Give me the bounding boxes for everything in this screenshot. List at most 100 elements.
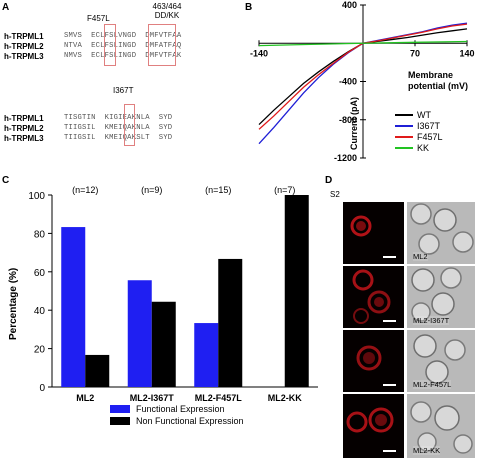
y-tick-label: 60 [34, 268, 46, 279]
scale-bar [383, 320, 396, 322]
alignment-block-2: h-TRPML1 TISGTIN KIGIEAKNLA SYD h-TRPML2… [4, 114, 172, 144]
iv-lines [258, 22, 468, 145]
fluorescence-image [343, 330, 404, 392]
scale-bar [383, 384, 396, 386]
iv-ticks: -140 70 140 400 -400 -800 -1200 [250, 0, 475, 163]
alignment-row: h-TRPML2 NTVA ECLFSLINGD DMFATFAQ [4, 42, 181, 52]
brightfield-image: ML2-I367T [407, 266, 475, 328]
mutation-label-i367t: I367T [113, 86, 134, 95]
brightfield-image: ML2 [407, 202, 475, 264]
alignment-row: h-TRPML2 TIIGSIL KMEIQAKNLA SYD [4, 124, 172, 134]
legend-swatch [110, 405, 130, 413]
category-label: ML2-F457L [195, 393, 243, 403]
x-axis-label-line1: Membrane [408, 70, 453, 80]
alignment-row: h-TRPML3 NMVS ECLFSLINGD DMFVTFAK [4, 52, 181, 62]
x-tick-label: 140 [459, 48, 474, 58]
brightfield-image: ML2-KK [407, 394, 475, 458]
y-tick-label: 400 [342, 0, 357, 10]
bar-non-functional [284, 195, 309, 387]
fluorescence-image [343, 202, 404, 264]
legend-label: Non Functional Expression [136, 416, 244, 426]
condition-label: ML2 [413, 252, 428, 261]
legend-label: F457L [417, 132, 443, 142]
protein-name: h-TRPML2 [4, 42, 44, 51]
x-axis-label-line2: potential (mV) [408, 81, 468, 91]
sequence: NTVA ECLFSLINGD DMFATFAQ [64, 42, 182, 50]
bar-non-functional [151, 301, 176, 387]
category-label: ML2-KK [268, 393, 302, 403]
panel-label-d: D [325, 175, 333, 186]
cell-fluorescence [356, 345, 382, 371]
condition-label: ML2-KK [413, 446, 441, 455]
sequence: SMVS ECLFSLVNGD DMFVTFAA [64, 32, 182, 40]
y-tick-label: 40 [34, 306, 46, 317]
mutation-label-dd-kk-line1: 463/464 [152, 2, 182, 11]
cell-fluorescence [346, 407, 394, 433]
bar-functional [127, 280, 152, 387]
alignment-row: h-TRPML1 SMVS ECLFSLVNGD DMFVTFAA [4, 32, 181, 42]
highlight-box-i367t [124, 104, 135, 146]
legend-label: KK [417, 143, 429, 153]
protein-name: h-TRPML1 [4, 114, 44, 123]
panel-label-c: C [2, 175, 10, 186]
sample-size-label: (n=9) [141, 185, 162, 195]
alignment-row: h-TRPML3 TIIGSIL KMEIQAKSLT SYD [4, 134, 172, 144]
y-tick-label: -1200 [334, 153, 357, 163]
fluorescence-image [343, 266, 404, 328]
scale-bar [383, 450, 396, 452]
cell-brightfield [413, 334, 466, 384]
sequence: TISGTIN KIGIEAKNLA SYD [64, 114, 173, 122]
series-line-kk [258, 40, 468, 47]
panel-label-b: B [245, 2, 253, 13]
iv-curve-chart: -140 70 140 400 -400 -800 -1200 Membrane poten… [250, 0, 475, 163]
brightfield-image: ML2-F457L [407, 330, 475, 392]
cell-brightfield [411, 267, 462, 322]
fluorescence-image [343, 394, 404, 458]
y-tick-label: 20 [34, 345, 46, 356]
protein-name: h-TRPML3 [4, 52, 44, 61]
legend-swatch [110, 417, 130, 425]
bar-functional [61, 227, 86, 387]
sample-size-label: (n=7) [274, 185, 295, 195]
sample-size-label: (n=15) [205, 185, 231, 195]
condition-label: ML2-I367T [413, 316, 450, 325]
sequence: TIIGSIL KMEIQAKNLA SYD [64, 124, 173, 132]
bar-legend: Functional Expression Non Functional Expr… [110, 404, 244, 426]
bar-non-functional [218, 258, 243, 387]
panel-label-a: A [2, 2, 10, 13]
cell-fluorescence [352, 269, 391, 324]
microscopy-tag: S2 [330, 190, 340, 199]
sample-size-label: (n=12) [72, 185, 98, 195]
bar-series [61, 195, 309, 387]
legend-label: WT [417, 110, 431, 120]
category-label: ML2-I367T [130, 393, 175, 403]
expression-bar-chart: 0 20 40 60 80 100 ML2 (n=12) ML2-I367T (n=9) ML2-… [8, 185, 318, 426]
x-tick-label: 70 [410, 48, 420, 58]
bar-labels: ML2 (n=12) ML2-I367T (n=9) ML2-F457L (n=15) ML… [72, 185, 302, 403]
protein-name: h-TRPML1 [4, 32, 44, 41]
condition-label: ML2-F457L [413, 380, 452, 389]
protein-name: h-TRPML3 [4, 134, 44, 143]
mutation-label-dd-kk-line2: DD/KK [154, 11, 180, 20]
sequence: NMVS ECLFSLINGD DMFVTFAK [64, 52, 182, 60]
legend-label: I367T [417, 121, 441, 131]
cell-brightfield [410, 203, 474, 255]
sequence-alignment-panel: F457L 463/464 DD/KK I367T h-TRPML1 SMVS … [0, 0, 240, 170]
alignment-block-1: h-TRPML1 SMVS ECLFSLVNGD DMFVTFAA h-TRPM… [4, 32, 181, 62]
bar-functional [194, 323, 219, 387]
bar-axes: 0 20 40 60 80 100 [28, 191, 318, 394]
mutation-label-f457l: F457L [87, 14, 110, 23]
cell-fluorescence [350, 215, 372, 237]
scale-bar [383, 256, 396, 258]
mutation-label-dd-kk: 463/464 DD/KK [147, 2, 187, 20]
y-tick-label: 80 [34, 229, 46, 240]
alignment-row: h-TRPML1 TISGTIN KIGIEAKNLA SYD [4, 114, 172, 124]
sequence: TIIGSIL KMEIQAKSLT SYD [64, 134, 173, 142]
y-tick-label: 100 [28, 191, 45, 202]
y-axis-label: Percentage (%) [8, 268, 19, 340]
y-axis-label: Current (pA) [349, 97, 359, 150]
cell-brightfield [410, 401, 473, 454]
highlight-box-f457l [104, 24, 116, 66]
bar-non-functional [85, 354, 110, 387]
